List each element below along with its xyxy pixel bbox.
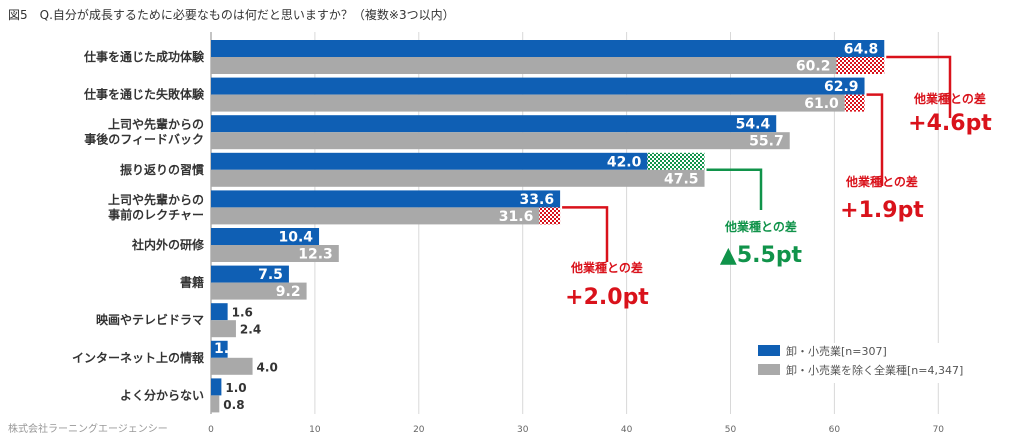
annotation-connector [562, 206, 609, 262]
data-label: 33.6 [520, 192, 555, 208]
labels-layer: 0 10 20 30 40 50 60 70 仕事を通じた成功体験仕事を通じた失敗体験上司や先輩… [72, 42, 944, 436]
bar-retail [211, 40, 885, 57]
bar-retail [211, 190, 561, 208]
bar-retail [211, 77, 865, 95]
category-label: 社内外の研修 [131, 237, 205, 252]
x-tick-label: 10 [309, 425, 321, 435]
legend-swatch-all-industries [758, 364, 780, 375]
data-label: 47.5 [664, 171, 699, 187]
data-label: 10.4 [279, 230, 314, 246]
bar-all-industries [211, 320, 236, 338]
legend: 卸・小売業[n=307] 卸・小売業を除く全業種[n=4,347] [758, 343, 963, 383]
data-label: 1.6 [232, 306, 253, 320]
data-label: 0.8 [223, 398, 244, 412]
data-label: 42.0 [607, 154, 642, 170]
annotation-value: +4.6pt [908, 111, 992, 136]
bar-all-industries [211, 169, 705, 187]
bar-retail [211, 303, 228, 321]
data-label: 2.4 [240, 323, 261, 337]
x-tick-label: 0 [208, 425, 214, 435]
x-tick-label: 30 [517, 425, 529, 435]
x-tick-label: 70 [933, 425, 945, 435]
bar-retail [211, 152, 648, 170]
data-label: 55.7 [749, 134, 784, 150]
bar-retail [211, 340, 228, 358]
category-label: インターネット上の情報 [72, 350, 205, 365]
data-label: 62.9 [824, 79, 859, 95]
data-label: 54.4 [736, 117, 771, 133]
bar-all-industries [211, 357, 253, 375]
annotation-value: +2.0pt [565, 285, 649, 310]
data-label: 1.6 [214, 341, 239, 357]
bar-all-industries [211, 132, 790, 150]
category-label: 上司や先輩からの事後のフィードバック [84, 117, 204, 147]
data-label: 60.2 [796, 59, 831, 75]
annotation-label: 他業種との差 [570, 260, 643, 275]
annotation-label: 他業種との差 [913, 91, 986, 106]
bar-retail [211, 265, 289, 283]
bars-layer [211, 40, 885, 413]
data-label: 4.0 [257, 360, 278, 374]
annotation-label: 他業種との差 [845, 174, 918, 189]
data-label: 31.6 [499, 209, 534, 225]
category-label: 上司や先輩からの事前のレクチャー [108, 192, 204, 222]
bar-retail [211, 378, 222, 396]
annotation-connector [706, 168, 763, 210]
legend-swatch-retail [758, 345, 780, 356]
chart-title: 図5 Q.自分が成長するために必要なものは何だと思いますか？（複数※3つ以内） [8, 7, 455, 22]
bar-all-industries [211, 207, 540, 225]
annotation-connector [866, 93, 884, 186]
data-label: 61.0 [804, 96, 839, 112]
category-label: 書籍 [180, 275, 204, 290]
bar-all-industries [211, 94, 845, 112]
data-label: 64.8 [844, 42, 879, 58]
data-label: 9.2 [276, 284, 301, 300]
difference-hatch [647, 152, 705, 170]
annotation-connector [886, 55, 952, 118]
bar-all-industries [211, 57, 837, 74]
bar-all-industries [211, 282, 307, 300]
category-label: 振り返りの習慣 [120, 162, 204, 177]
annotations-layer: 他業種との差 +4.6pt 他業種との差 +1.9pt 他業種との差 ▲5.5pt 他業種と… [562, 55, 992, 310]
bar-all-industries [211, 395, 220, 413]
category-label: 仕事を通じた失敗体験 [83, 87, 205, 102]
bar-retail [211, 115, 777, 133]
legend-label-retail: 卸・小売業[n=307] [786, 344, 887, 358]
data-label: 12.3 [298, 247, 333, 263]
category-label: よく分からない [120, 387, 204, 402]
x-tick-label: 20 [413, 425, 425, 435]
annotation-label: 他業種との差 [724, 219, 797, 234]
category-label: 映画やテレビドラマ [96, 312, 204, 327]
annotation-value: +1.9pt [840, 198, 924, 223]
x-tick-label: 40 [621, 425, 633, 435]
difference-hatch [836, 57, 885, 74]
difference-hatch [539, 207, 561, 225]
category-label: 仕事を通じた成功体験 [83, 49, 205, 64]
annotation-value: ▲5.5pt [720, 243, 803, 268]
legend-label-all-industries: 卸・小売業を除く全業種[n=4,347] [786, 363, 963, 377]
difference-hatch [844, 94, 865, 112]
x-tick-label: 60 [829, 425, 841, 435]
data-label: 7.5 [258, 267, 283, 283]
bar-retail [211, 228, 320, 245]
x-tick-label: 50 [725, 425, 737, 435]
source-credit: 株式会社ラーニングエージェンシー [8, 422, 168, 435]
data-label: 1.0 [225, 381, 246, 395]
bar-all-industries [211, 245, 339, 262]
